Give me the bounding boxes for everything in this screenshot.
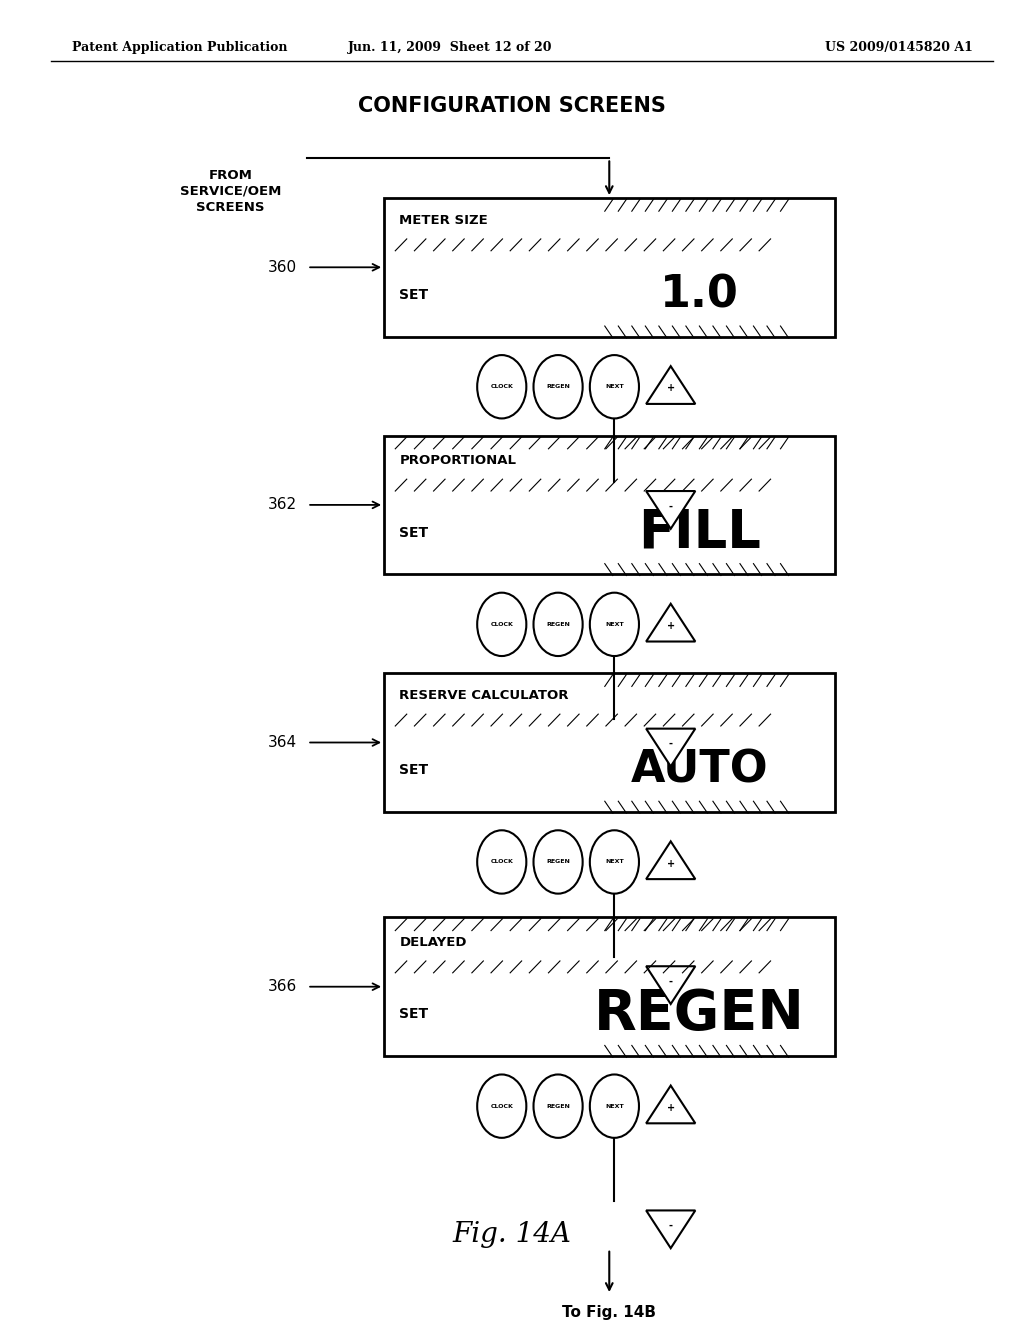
Circle shape [590,1074,639,1138]
Text: +: + [667,1104,675,1113]
Bar [384,198,835,337]
Polygon shape [646,603,695,642]
Text: 362: 362 [268,498,297,512]
Text: SET: SET [399,1007,428,1022]
Bar [384,673,835,812]
Text: 360: 360 [268,260,297,275]
Text: CLOCK: CLOCK [490,1104,513,1109]
Circle shape [534,830,583,894]
Text: CONFIGURATION SCREENS: CONFIGURATION SCREENS [358,95,666,116]
Text: To Fig. 14B: To Fig. 14B [562,1305,656,1320]
Text: PROPORTIONAL: PROPORTIONAL [399,454,516,467]
Circle shape [534,593,583,656]
Polygon shape [646,729,695,767]
Text: -: - [669,739,673,748]
Text: +: + [667,384,675,393]
Text: NEXT: NEXT [605,384,624,389]
Text: NEXT: NEXT [605,622,624,627]
Text: +: + [667,622,675,631]
Text: DELAYED: DELAYED [399,936,467,949]
Text: NEXT: NEXT [605,1104,624,1109]
Text: +: + [667,859,675,869]
Text: METER SIZE: METER SIZE [399,214,488,227]
Text: -: - [669,1221,673,1230]
Bar [384,917,835,1056]
Text: Patent Application Publication: Patent Application Publication [72,41,287,54]
Polygon shape [646,491,695,529]
Polygon shape [646,366,695,404]
Circle shape [477,1074,526,1138]
Text: -: - [669,502,673,511]
Polygon shape [646,1210,695,1249]
Circle shape [477,355,526,418]
Text: US 2009/0145820 A1: US 2009/0145820 A1 [825,41,973,54]
Text: SET: SET [399,288,428,302]
Circle shape [590,593,639,656]
Text: 1.0: 1.0 [659,273,739,317]
Text: RESERVE CALCULATOR: RESERVE CALCULATOR [399,689,569,702]
Circle shape [534,355,583,418]
Text: Jun. 11, 2009  Sheet 12 of 20: Jun. 11, 2009 Sheet 12 of 20 [348,41,553,54]
Circle shape [477,830,526,894]
Circle shape [590,830,639,894]
Polygon shape [646,1085,695,1123]
Text: FROM
SERVICE/OEM
SCREENS: FROM SERVICE/OEM SCREENS [180,169,281,214]
Text: SET: SET [399,763,428,777]
Text: CLOCK: CLOCK [490,384,513,389]
Circle shape [534,1074,583,1138]
Text: NEXT: NEXT [605,859,624,865]
Text: AUTO: AUTO [631,748,768,792]
Text: REGEN: REGEN [546,859,570,865]
Circle shape [477,593,526,656]
Text: 364: 364 [268,735,297,750]
Text: SET: SET [399,525,428,540]
Text: REGEN: REGEN [594,987,805,1041]
Bar [384,436,835,574]
Text: -: - [669,977,673,986]
Text: REGEN: REGEN [546,622,570,627]
Circle shape [590,355,639,418]
Text: REGEN: REGEN [546,1104,570,1109]
Text: REGEN: REGEN [546,384,570,389]
Text: 366: 366 [267,979,297,994]
Text: CLOCK: CLOCK [490,859,513,865]
Text: CLOCK: CLOCK [490,622,513,627]
Text: FILL: FILL [638,507,761,558]
Text: Fig. 14A: Fig. 14A [453,1221,571,1247]
Polygon shape [646,966,695,1005]
Polygon shape [646,841,695,879]
